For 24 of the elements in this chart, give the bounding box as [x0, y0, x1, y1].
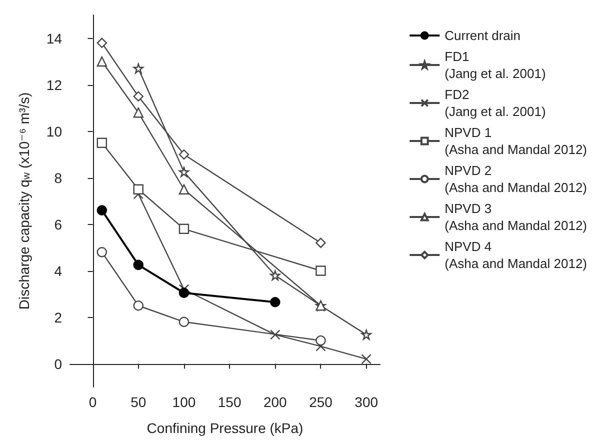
- y-axis-title: Discharge capacity qw (x10⁻⁶ m³/s): [16, 92, 32, 310]
- x-tick-label: 200: [263, 394, 288, 410]
- x-tick-label: 150: [218, 394, 242, 410]
- x-tick-label: 100: [172, 394, 196, 410]
- legend-label: NPVD 1 (Asha and Mandal 2012): [444, 125, 588, 157]
- x-tick-label: 50: [130, 394, 146, 410]
- legend-label: NPVD 2 (Asha and Mandal 2012): [444, 163, 588, 195]
- legend-label: FD2 (Jang et al. 2001): [444, 87, 546, 119]
- y-tick-label: 6: [54, 216, 62, 232]
- y-tick-label: 10: [46, 123, 62, 140]
- legend-label: Current drain: [444, 28, 521, 43]
- y-tick-label: 0: [54, 356, 62, 372]
- x-tick-label: 250: [309, 394, 333, 410]
- legend-label: NPVD 4 (Asha and Mandal 2012): [444, 239, 588, 271]
- legend-label: NPVD 3 (Asha and Mandal 2012): [444, 201, 588, 233]
- y-tick-label: 8: [54, 170, 62, 186]
- y-tick-label: 2: [54, 309, 62, 326]
- y-tick-label: 4: [54, 262, 62, 279]
- x-axis-title: Confining Pressure (kPa): [146, 420, 304, 436]
- x-tick-label: 300: [354, 394, 378, 410]
- x-tick-label: 0: [88, 394, 97, 410]
- legend-label: FD1 (Jang et al. 2001): [444, 49, 546, 81]
- y-tick-label: 12: [46, 76, 62, 93]
- y-tick-label: 14: [46, 30, 62, 46]
